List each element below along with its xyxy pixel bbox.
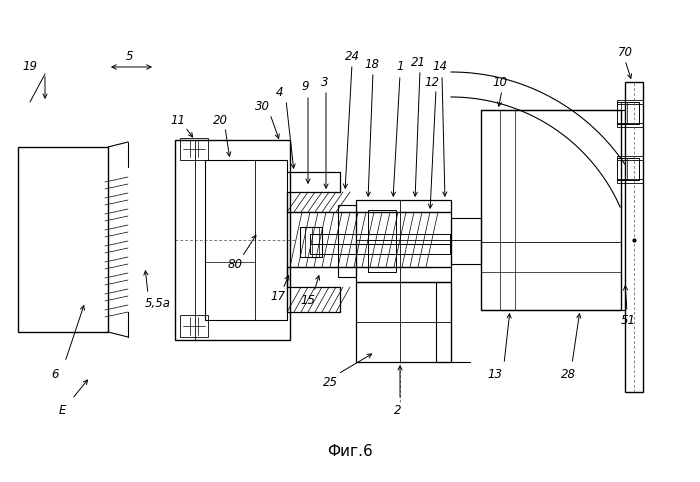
Bar <box>175 140 290 340</box>
Bar <box>356 200 451 282</box>
Text: 12: 12 <box>424 76 440 89</box>
Text: 80: 80 <box>228 257 242 270</box>
Bar <box>617 156 643 160</box>
Text: 5: 5 <box>126 51 134 64</box>
Text: 4: 4 <box>276 85 284 98</box>
Bar <box>205 160 287 320</box>
Text: 17: 17 <box>270 291 286 304</box>
Bar <box>617 158 639 180</box>
Text: 30: 30 <box>255 101 270 113</box>
Text: 25: 25 <box>323 375 337 388</box>
Bar <box>300 227 322 257</box>
Bar <box>451 218 481 264</box>
Bar <box>625 82 643 392</box>
Text: 10: 10 <box>493 76 507 89</box>
Bar <box>481 110 621 310</box>
Bar <box>617 179 643 183</box>
Text: Фиг.6: Фиг.6 <box>327 444 373 459</box>
Bar <box>310 234 450 244</box>
Bar <box>356 282 451 362</box>
Bar <box>180 138 208 160</box>
Text: 19: 19 <box>22 61 38 73</box>
Text: 21: 21 <box>410 55 426 68</box>
Text: 9: 9 <box>301 80 309 94</box>
Bar <box>338 205 356 277</box>
Text: 11: 11 <box>171 113 186 126</box>
Bar <box>368 210 396 272</box>
Text: 14: 14 <box>433 61 447 73</box>
Bar <box>18 147 108 332</box>
Text: 15: 15 <box>300 294 316 307</box>
Text: 13: 13 <box>487 367 503 380</box>
Text: 70: 70 <box>617 45 633 58</box>
Text: 6: 6 <box>51 367 59 380</box>
Text: 20: 20 <box>213 113 228 126</box>
Text: 2: 2 <box>394 403 402 416</box>
Text: 51: 51 <box>620 313 636 326</box>
Bar <box>617 100 643 104</box>
Bar <box>617 102 639 124</box>
Text: E: E <box>58 403 66 416</box>
Bar <box>617 123 643 127</box>
Text: 5,5a: 5,5a <box>145 297 171 310</box>
Text: 24: 24 <box>344 51 360 64</box>
Text: 1: 1 <box>396 61 404 73</box>
Text: 18: 18 <box>365 57 379 70</box>
Text: 28: 28 <box>561 367 575 380</box>
Bar <box>310 244 450 254</box>
Text: 3: 3 <box>321 76 329 89</box>
Bar <box>180 315 208 337</box>
